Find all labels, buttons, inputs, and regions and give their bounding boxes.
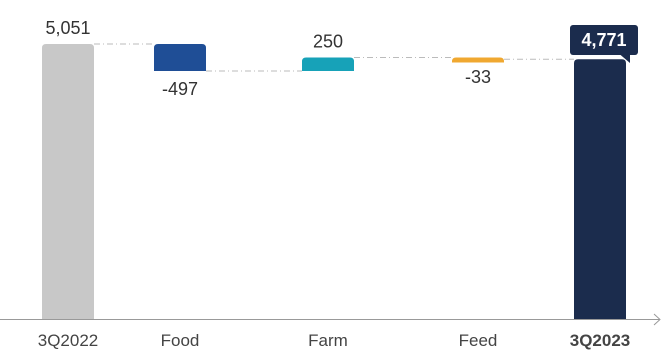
bar-3q2022 xyxy=(42,44,94,319)
total-callout-label: 4,771 xyxy=(581,30,626,50)
bar-food xyxy=(154,44,206,72)
bar-3q2023 xyxy=(574,59,626,319)
value-label: 250 xyxy=(313,31,343,51)
x-axis-arrow xyxy=(653,313,661,326)
total-callout-box xyxy=(570,25,638,55)
x-tick-label: 3Q2023 xyxy=(570,331,631,350)
x-tick-label: Farm xyxy=(308,331,348,350)
value-label: -497 xyxy=(162,79,198,99)
total-callout-pointer xyxy=(620,54,630,63)
x-tick-label: Feed xyxy=(459,331,498,350)
bar-feed xyxy=(452,57,504,63)
value-label: 5,051 xyxy=(45,18,90,38)
bar-farm xyxy=(302,57,354,72)
value-label: -33 xyxy=(465,67,491,87)
x-tick-label: 3Q2022 xyxy=(38,331,99,350)
x-tick-label: Food xyxy=(161,331,200,350)
